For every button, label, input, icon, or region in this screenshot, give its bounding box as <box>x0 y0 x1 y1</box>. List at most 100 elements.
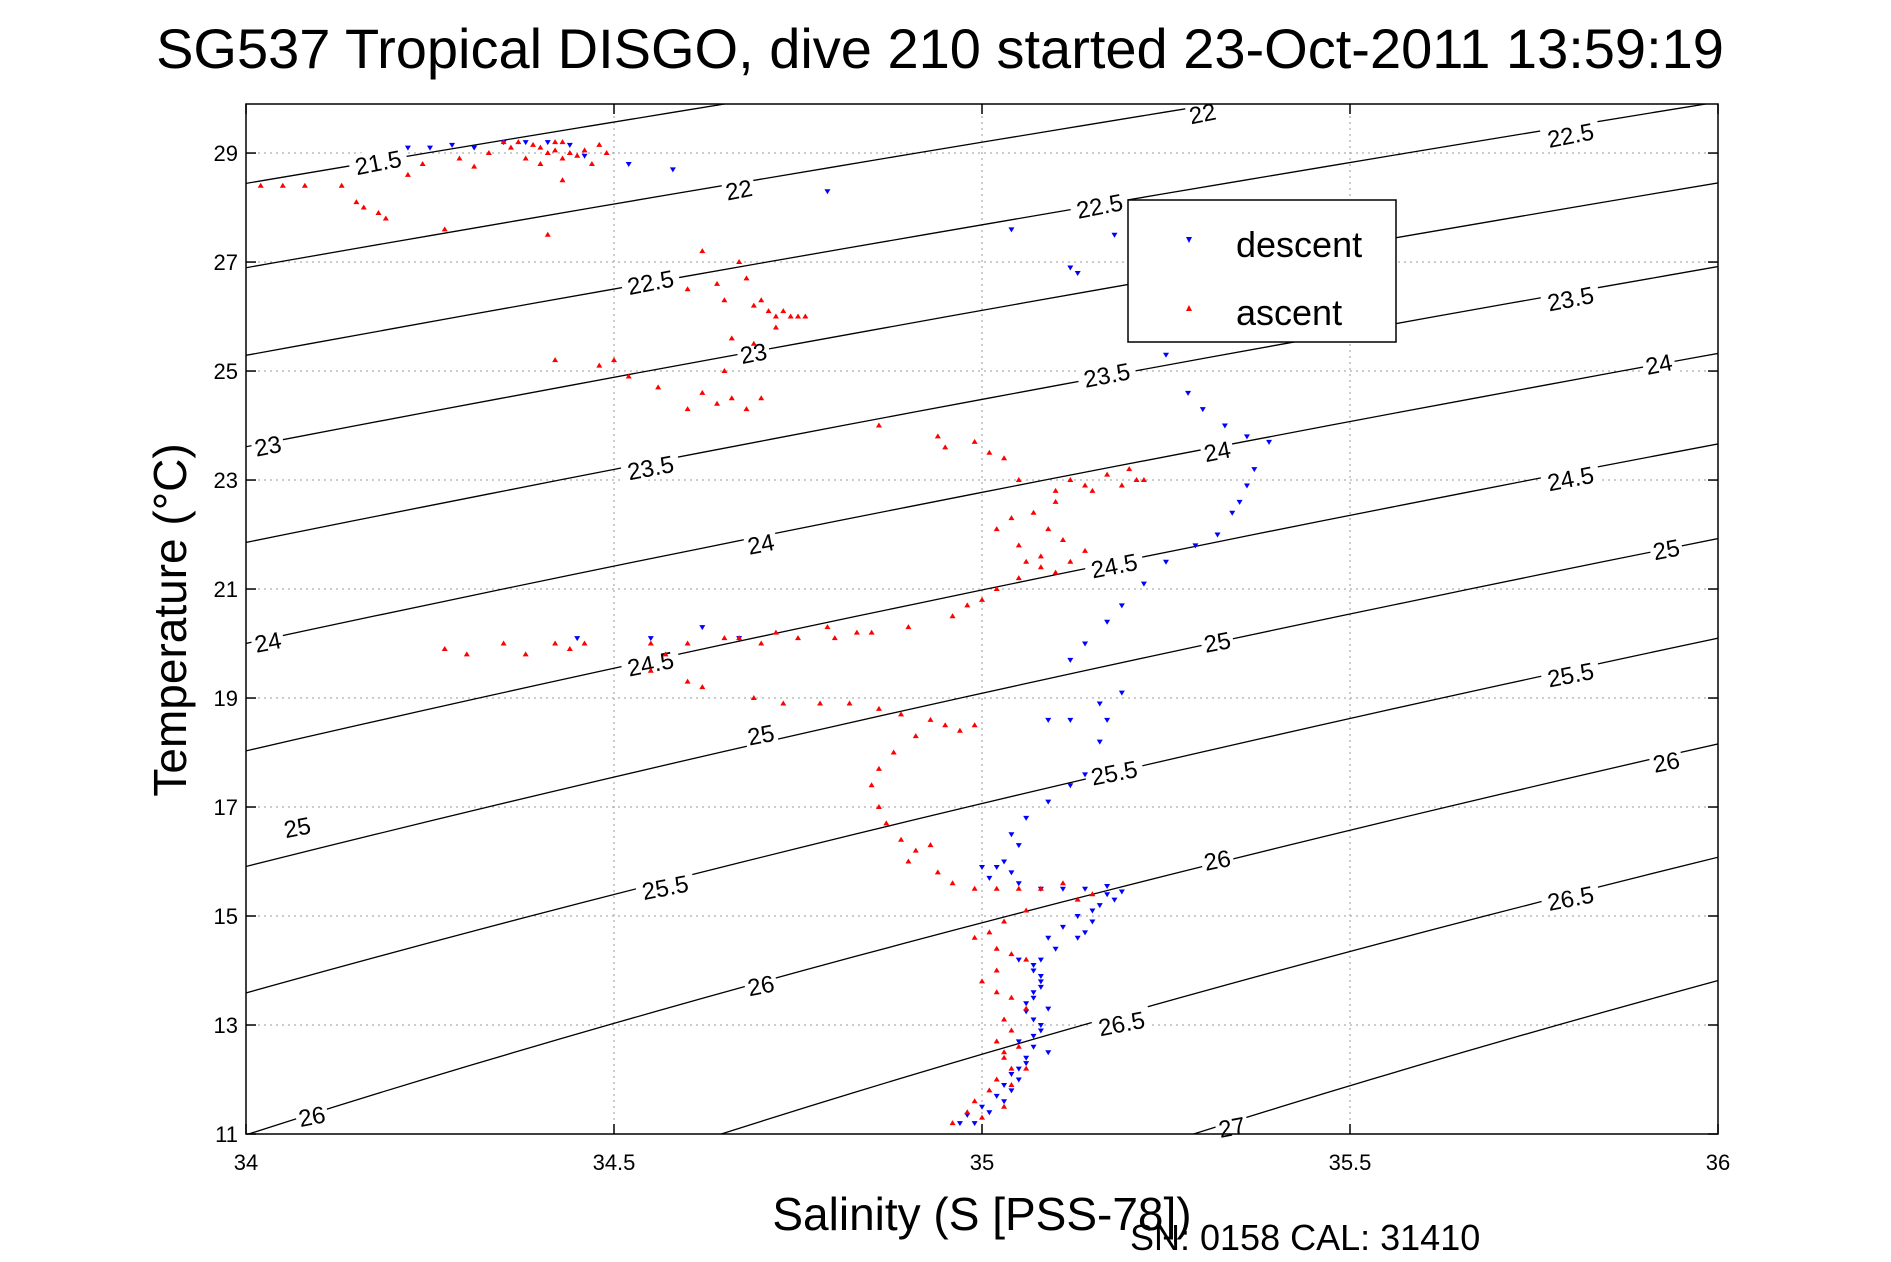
data-point-descent <box>1001 859 1008 865</box>
data-point-descent <box>1104 884 1111 890</box>
data-point-ascent <box>750 695 757 701</box>
data-point-descent <box>544 140 551 146</box>
contour-labels: 21.5222222.522.522.5232323.523.523.52424… <box>249 98 1685 1144</box>
data-point-ascent <box>846 700 853 706</box>
data-point-ascent <box>736 635 743 641</box>
data-point-ascent <box>1001 918 1008 924</box>
data-point-descent <box>1045 717 1052 723</box>
data-point-ascent <box>581 147 588 153</box>
data-point-ascent <box>441 226 448 232</box>
y-tick-label: 25 <box>214 359 238 384</box>
data-point-ascent <box>625 373 632 379</box>
data-point-ascent <box>905 624 912 630</box>
data-point-descent <box>1030 968 1037 974</box>
contour-label: 25 <box>742 719 779 752</box>
data-point-descent <box>1236 499 1243 505</box>
contour-label-text: 23 <box>252 431 283 463</box>
data-point-ascent <box>1133 477 1140 483</box>
data-point-ascent <box>993 945 1000 951</box>
data-point-ascent <box>993 967 1000 973</box>
contour-label-bg <box>1090 1005 1153 1041</box>
data-point-ascent <box>758 395 765 401</box>
data-point-ascent <box>728 395 735 401</box>
data-point-ascent <box>1030 509 1037 515</box>
data-point-descent <box>471 145 478 151</box>
data-point-ascent <box>942 444 949 450</box>
data-point-descent <box>1104 619 1111 625</box>
data-point-ascent <box>596 141 603 147</box>
contour-label-bg <box>1068 188 1131 223</box>
x-tick-label: 36 <box>1706 1150 1730 1175</box>
contour-label-text: 22.5 <box>1074 189 1125 224</box>
data-point-ascent <box>853 629 860 635</box>
contour-label-bg <box>742 719 779 750</box>
contour-label-text: 25 <box>282 813 313 845</box>
data-point-ascent <box>743 406 750 412</box>
data-point-ascent <box>971 885 978 891</box>
data-point-ascent <box>956 727 963 733</box>
contour-label: 26 <box>293 1100 330 1133</box>
data-point-descent <box>404 145 411 151</box>
data-point-ascent <box>1008 951 1015 957</box>
contour-label-bg <box>1075 357 1138 392</box>
contour-label-bg <box>742 528 779 559</box>
data-point-ascent <box>1104 471 1111 477</box>
data-point-ascent <box>500 640 507 646</box>
data-point-ascent <box>1008 1065 1015 1071</box>
contour-label-bg <box>1184 98 1221 128</box>
data-point-ascent <box>772 313 779 319</box>
density-contour-line <box>246 537 1718 868</box>
data-point-ascent <box>1023 558 1030 564</box>
contour-label-text: 22.5 <box>1545 119 1596 154</box>
contour-label: 24 <box>249 626 286 659</box>
contour-label-bg <box>1648 534 1685 564</box>
data-point-ascent <box>647 640 654 646</box>
x-tick-label: 35 <box>970 1150 994 1175</box>
data-point-ascent <box>986 929 993 935</box>
data-point-descent <box>1096 739 1103 745</box>
data-point-descent <box>1023 1061 1030 1067</box>
data-point-descent <box>1008 1072 1015 1078</box>
data-point-ascent <box>979 596 985 602</box>
data-point-descent <box>1229 510 1236 516</box>
data-point-descent <box>1104 892 1111 898</box>
data-point-descent <box>1185 390 1192 396</box>
contour-label: 23.5 <box>619 449 682 486</box>
data-point-descent <box>1045 1050 1052 1056</box>
y-tick-label: 19 <box>214 686 238 711</box>
data-point-ascent <box>1082 482 1089 488</box>
contour-label-bg <box>1648 746 1685 777</box>
data-point-ascent <box>522 155 529 161</box>
y-tick-label: 11 <box>215 1122 238 1147</box>
contour-label-bg <box>634 869 696 905</box>
data-point-ascent <box>993 586 1000 592</box>
data-point-descent <box>1140 581 1147 587</box>
y-tick-label: 27 <box>214 250 238 275</box>
data-point-ascent <box>1001 1103 1008 1109</box>
contour-label: 24.5 <box>1539 460 1602 497</box>
density-contour-line <box>246 743 1718 1134</box>
density-contours <box>246 104 1718 1134</box>
data-point-ascent <box>802 313 809 319</box>
contour-label: 26.5 <box>1539 880 1602 917</box>
data-point-descent <box>625 161 632 167</box>
contour-label-text: 24.5 <box>625 647 676 682</box>
data-point-ascent <box>942 722 949 728</box>
contour-label-bg <box>619 449 682 485</box>
data-point-ascent <box>485 150 492 156</box>
contour-label: 25 <box>1648 534 1685 566</box>
data-point-descent <box>699 625 706 631</box>
contour-label: 25 <box>279 812 316 845</box>
legend-marker-ascent <box>1186 305 1192 311</box>
data-point-ascent <box>758 640 765 646</box>
data-point-ascent <box>684 406 691 412</box>
contour-label: 25.5 <box>1539 656 1602 693</box>
data-point-ascent <box>1126 466 1133 472</box>
y-tick-label: 21 <box>214 577 238 602</box>
data-point-ascent <box>1015 575 1022 581</box>
contour-label-text: 23.5 <box>1545 282 1596 317</box>
data-point-ascent <box>662 651 669 657</box>
contour-label-text: 26 <box>1202 845 1233 877</box>
data-point-ascent <box>441 645 448 651</box>
data-point-descent <box>1163 559 1169 565</box>
